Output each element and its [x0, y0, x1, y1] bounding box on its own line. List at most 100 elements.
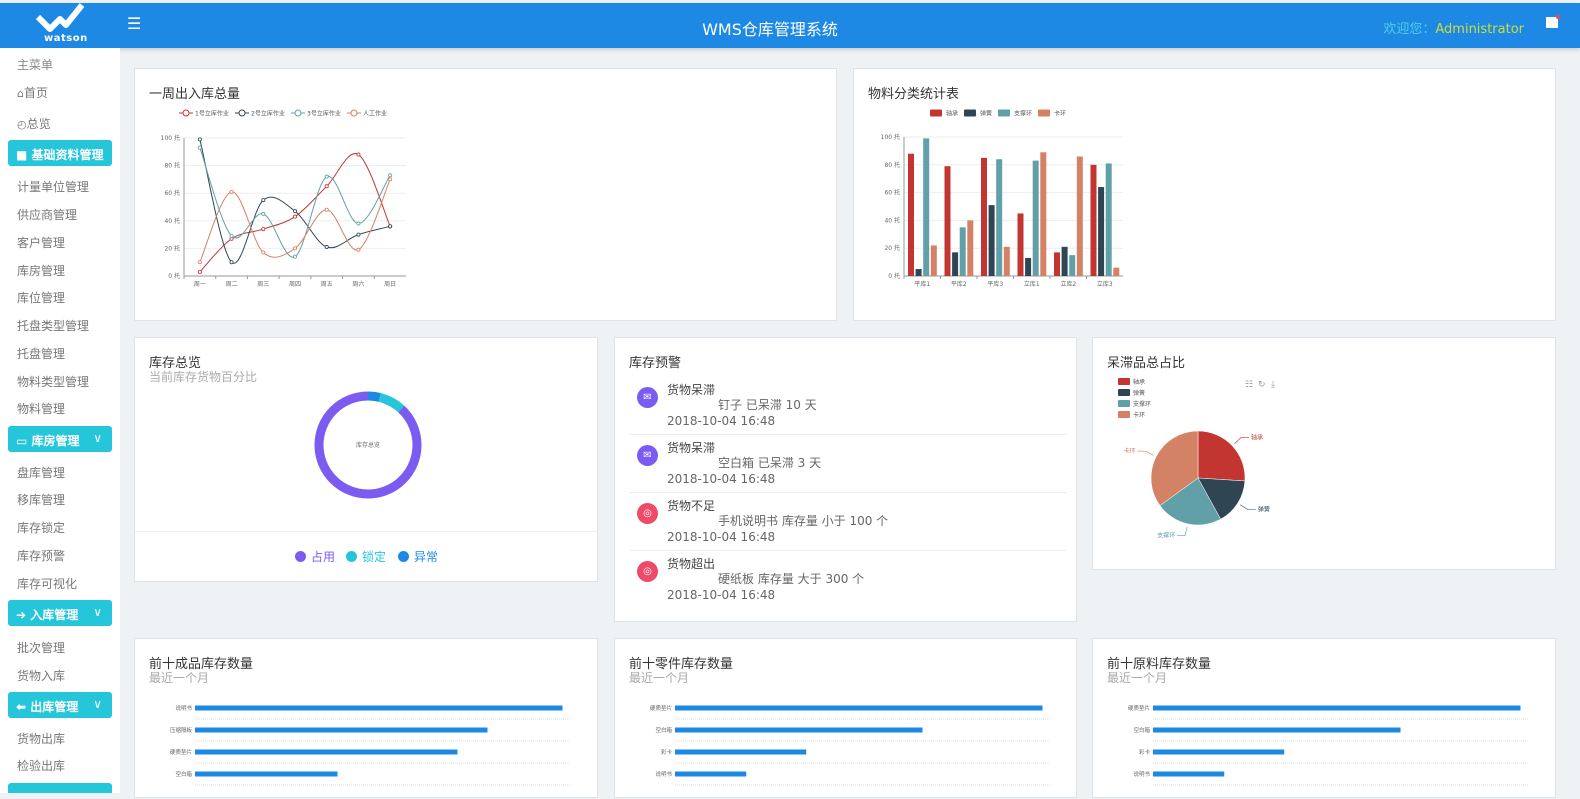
- sidebar-item[interactable]: ⌂首页: [17, 84, 48, 101]
- sidebar-item[interactable]: 库存锁定: [17, 519, 65, 536]
- arrow-left-icon: ⬅: [16, 700, 31, 714]
- warning-item[interactable]: ◎ 货物超出 硬纸板 库存量 大于 300 个 2018-10-04 16:48: [615, 555, 1077, 613]
- sidebar-item[interactable]: 客户管理: [17, 234, 65, 251]
- bar: [675, 727, 923, 733]
- logo-text: watson: [44, 33, 88, 44]
- bar: [1003, 246, 1010, 276]
- legend-swatch: [1118, 411, 1130, 418]
- sidebar-item[interactable]: 货物出库: [17, 730, 65, 747]
- sidebar-item[interactable]: 检验出库: [17, 757, 65, 774]
- bar: [1153, 727, 1401, 733]
- download-icon[interactable]: ⤓: [1271, 380, 1275, 390]
- y-category-label: 彩卡: [1139, 748, 1151, 756]
- warning-item[interactable]: ◎ 货物不足 手机说明书 库存量 小于 100 个 2018-10-04 16:48: [615, 497, 1077, 555]
- data-point: [229, 233, 234, 238]
- sidebar-group-19[interactable]: ➔ 入库管理 ∨: [8, 600, 112, 626]
- card-subtitle: 最近一个月: [1107, 671, 1168, 685]
- bar: [930, 245, 937, 276]
- bar: [1113, 267, 1120, 276]
- legend-label: 3号立库作业: [307, 110, 341, 118]
- bar: [923, 138, 930, 276]
- pie-label: 支撑环: [1157, 532, 1175, 540]
- data-point: [292, 246, 297, 251]
- sidebar-item[interactable]: 盘库管理: [17, 464, 65, 481]
- y-category-label: 说明书: [655, 770, 672, 778]
- warning-item[interactable]: ✉ 货物呆滞 钉子 已呆滞 10 天 2018-10-04 16:48: [615, 381, 1077, 439]
- sidebar-item[interactable]: 供应商管理: [17, 206, 77, 223]
- sidebar-group-3[interactable]: ■ 基础资料管理: [8, 140, 112, 166]
- warning-item[interactable]: ✉ 货物呆滞 空白箱 已呆滞 3 天 2018-10-04 16:48: [615, 439, 1077, 497]
- sidebar-item[interactable]: 库存预警: [17, 547, 65, 564]
- legend-item[interactable]: 异常: [398, 548, 438, 565]
- warning-time: 2018-10-04 16:48: [667, 414, 776, 428]
- legend-label: 支撑环: [1133, 400, 1151, 408]
- flag-icon[interactable]: [1546, 15, 1560, 28]
- sidebar-group-22[interactable]: ⬅ 出库管理 ∨: [8, 692, 112, 718]
- sidebar-item[interactable]: ◴总览: [17, 115, 51, 132]
- legend-label: 轴承: [946, 110, 958, 118]
- bar: [996, 159, 1003, 276]
- mail-icon: ✉: [637, 387, 658, 408]
- stagnant-card: 呆滞品总占比 轴承 弹簧 支撑环 卡环 ☷ ↻ ⤓ 轴承 弹簧 支撑环 卡环: [1092, 337, 1556, 570]
- logo[interactable]: watson: [0, 3, 118, 48]
- legend-label: 轴承: [1133, 378, 1145, 386]
- data-point: [197, 260, 202, 265]
- pie-slice: [1197, 430, 1246, 482]
- legend-marker: [182, 109, 190, 117]
- username[interactable]: Administrator: [1435, 22, 1524, 37]
- sidebar-item[interactable]: 计量单位管理: [17, 178, 89, 195]
- bar: [1153, 771, 1225, 777]
- data-view-icon[interactable]: ☷: [1245, 380, 1253, 390]
- sidebar-item[interactable]: 托盘管理: [17, 345, 65, 362]
- hamburger-icon[interactable]: ☰: [127, 14, 142, 33]
- user-info[interactable]: 欢迎您：Administrator: [1383, 18, 1524, 37]
- y-category-label: 彩卡: [661, 748, 673, 756]
- divider: [629, 550, 1067, 551]
- sidebar-item[interactable]: 物料类型管理: [17, 373, 89, 390]
- warning-time: 2018-10-04 16:48: [667, 530, 776, 544]
- dashboard-icon: ◴: [17, 118, 27, 131]
- bar: [988, 205, 995, 276]
- card-title: 库存总览: [149, 356, 202, 371]
- weekly-line-chart: 0 托 20 托 40 托 60 托 80 托 100 托周一 周二 周三 周四 周五 周六 周日 1号…: [161, 109, 406, 288]
- x-tick-label: 周日: [384, 281, 396, 288]
- bar: [952, 252, 959, 276]
- data-point: [261, 198, 266, 203]
- x-tick-label: 周三: [257, 281, 269, 288]
- legend-swatch: [930, 109, 942, 117]
- refresh-icon[interactable]: ↻: [1258, 380, 1266, 390]
- legend-item[interactable]: 占用: [295, 548, 335, 565]
- data-point: [292, 209, 297, 214]
- sidebar-item[interactable]: 库位管理: [17, 289, 65, 306]
- data-point: [388, 173, 393, 178]
- sidebar-item[interactable]: 库房管理: [17, 262, 65, 279]
- y-category-label: 硬质垫片: [650, 704, 672, 712]
- pie-label: 卡环: [1123, 447, 1135, 455]
- bar: [908, 153, 914, 276]
- legend-item[interactable]: 锁定: [346, 548, 386, 565]
- sidebar-item[interactable]: 主菜单: [17, 56, 53, 73]
- legend-label: 占用: [311, 550, 336, 564]
- sidebar-item-label: 计量单位管理: [17, 180, 90, 194]
- sidebar-item[interactable]: 货物入库: [17, 667, 65, 684]
- sidebar-group-13[interactable]: ▭ 库房管理 ∨: [8, 426, 112, 452]
- bar: [944, 166, 951, 276]
- chevron-down-icon: ∨: [93, 431, 102, 445]
- data-point: [356, 152, 361, 157]
- sidebar-item[interactable]: 托盘类型管理: [17, 317, 89, 334]
- bar: [195, 749, 458, 755]
- legend-label: 2号立库作业: [251, 110, 285, 118]
- y-tick-label: 40 托: [164, 217, 180, 225]
- sidebar-item[interactable]: 物料管理: [17, 400, 65, 417]
- sidebar-item[interactable]: 库存可视化: [17, 575, 77, 592]
- sidebar-item[interactable]: 移库管理: [17, 491, 65, 508]
- divider: [135, 531, 597, 532]
- y-tick-label: 20 托: [884, 244, 900, 252]
- sidebar-item[interactable]: 批次管理: [17, 639, 65, 656]
- sidebar-group-25[interactable]: [8, 783, 112, 793]
- chevron-down-icon: ∨: [93, 605, 102, 619]
- legend-dot: [346, 551, 357, 562]
- bar: [1017, 213, 1024, 276]
- sidebar-group-label: 入库管理: [30, 608, 79, 622]
